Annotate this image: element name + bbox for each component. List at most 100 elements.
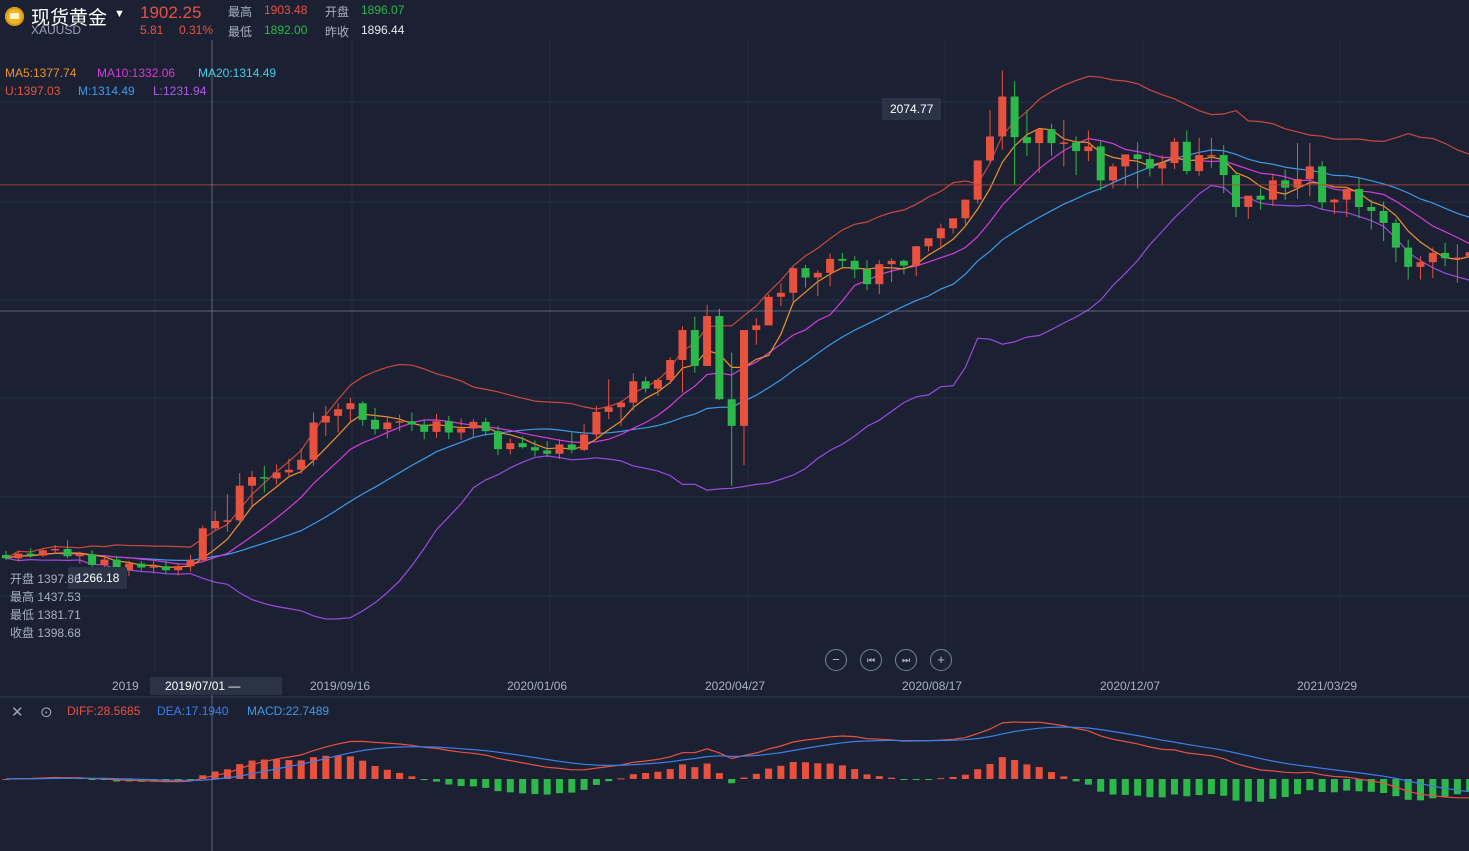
candle-body: [407, 421, 416, 425]
candle-body: [395, 421, 404, 423]
candle-body: [309, 422, 318, 460]
macd-bar: [334, 755, 342, 779]
macd-bar: [1023, 764, 1031, 779]
macd-bar: [1453, 779, 1461, 795]
high-label: 最高: [228, 5, 253, 19]
prev-close-label: 昨收: [325, 25, 350, 39]
gold-logo-icon: [5, 7, 24, 26]
macd-bar: [642, 773, 650, 779]
candle-body: [1342, 189, 1351, 200]
macd-bar: [900, 779, 908, 780]
candle-body: [666, 359, 675, 380]
candle-body: [1232, 175, 1240, 207]
guide-lines: [0, 40, 1469, 851]
settings-icon[interactable]: ⊙: [40, 704, 53, 721]
ma5-line: [5, 127, 1469, 569]
legend-boll-lower: L:1231.94: [153, 84, 207, 98]
candle-body: [481, 421, 490, 432]
macd-diff-line: [5, 721, 1469, 799]
low-label: 最低: [228, 25, 253, 39]
macd-bar: [322, 755, 330, 779]
zoom-out-button[interactable]: −: [825, 649, 847, 671]
macd-bar: [1294, 779, 1301, 795]
price-change-pct: 0.31%: [179, 23, 214, 37]
chevron-down-icon[interactable]: ▼: [114, 8, 125, 20]
ohlc-close-label: 收盘: [10, 626, 35, 640]
candle-body: [530, 447, 539, 451]
macd-bar: [1072, 779, 1080, 782]
macd-bar: [1171, 779, 1178, 795]
macd-bar: [1269, 779, 1277, 799]
x-axis-label-partial: 2019: [112, 679, 139, 693]
candle-body: [14, 553, 23, 559]
ohlc-open-value: 1397.86: [37, 572, 81, 586]
scroll-left-button[interactable]: ⏮: [860, 649, 882, 671]
ohlc-low-value: 1381.71: [37, 608, 81, 622]
macd-bar: [1207, 779, 1215, 795]
macd-bar: [223, 769, 231, 779]
macd-bar: [1146, 779, 1154, 798]
macd-histogram: [2, 755, 1469, 802]
candle-body: [1441, 252, 1450, 259]
x-axis-label: 2020/12/07: [1100, 679, 1161, 693]
macd-bar: [285, 760, 293, 779]
zoom-in-button[interactable]: +: [930, 649, 952, 671]
candle-body: [1084, 146, 1093, 152]
macd-bar: [814, 763, 822, 779]
macd-bar: [383, 769, 391, 779]
candle-body: [949, 218, 958, 229]
macd-bar: [371, 766, 379, 779]
candle-body: [1379, 210, 1388, 223]
candle-body: [1047, 129, 1056, 144]
macd-bar: [556, 779, 563, 794]
candle-body: [272, 472, 281, 479]
macd-bar: [765, 768, 773, 779]
macd-bar: [187, 779, 194, 781]
macd-bar: [605, 779, 613, 782]
candle-body: [1133, 154, 1142, 160]
candle-body: [703, 316, 712, 366]
legend-ma5: MA5:1377.74: [5, 66, 77, 80]
candle-body: [838, 258, 847, 261]
candle-body: [494, 431, 502, 450]
candle-body: [432, 421, 441, 432]
instrument-name[interactable]: 现货黄金: [31, 8, 108, 29]
macd-bar: [408, 776, 416, 779]
macd-dea-line: [5, 726, 1469, 793]
candle-body: [75, 554, 84, 557]
macd-bar: [949, 776, 957, 779]
candle-body: [321, 415, 330, 423]
candle-body: [1158, 163, 1167, 169]
candle-body: [1453, 257, 1462, 260]
macd-bar: [1220, 779, 1228, 796]
crosshair-ohlc-panel: 开盘 1397.86 最高 1437.53 最低 1381.71 收盘 1398…: [10, 570, 81, 642]
ohlc-close-value: 1398.68: [37, 626, 81, 640]
candle-body: [887, 260, 896, 265]
x-axis-crosshair-date: 2019/07/01 —: [150, 677, 282, 695]
ma20-line: [5, 149, 1469, 561]
macd-bar: [888, 777, 896, 779]
candle-body: [1109, 166, 1117, 181]
ohlc-open-label: 开盘: [10, 572, 35, 586]
candle-body: [1096, 146, 1105, 181]
candle-body: [1355, 189, 1363, 207]
candle-body: [420, 424, 429, 432]
macd-bar: [445, 779, 453, 785]
candle-body: [457, 428, 466, 433]
macd-bar: [826, 763, 834, 779]
macd-bar: [1380, 779, 1388, 793]
candle-body: [1035, 129, 1044, 144]
candle-body: [1465, 252, 1469, 258]
macd-bar: [346, 756, 354, 779]
macd-bar: [420, 779, 428, 781]
macd-bar: [1257, 779, 1265, 802]
high-value: 1903.48: [264, 3, 308, 17]
candle-body: [801, 268, 810, 278]
low-value: 1892.00: [264, 23, 308, 37]
candle-body: [161, 566, 170, 571]
scroll-right-button[interactable]: ⏭: [895, 649, 917, 671]
candle-body: [88, 554, 97, 565]
close-icon[interactable]: ✕: [11, 704, 24, 721]
candle-body: [752, 325, 761, 331]
